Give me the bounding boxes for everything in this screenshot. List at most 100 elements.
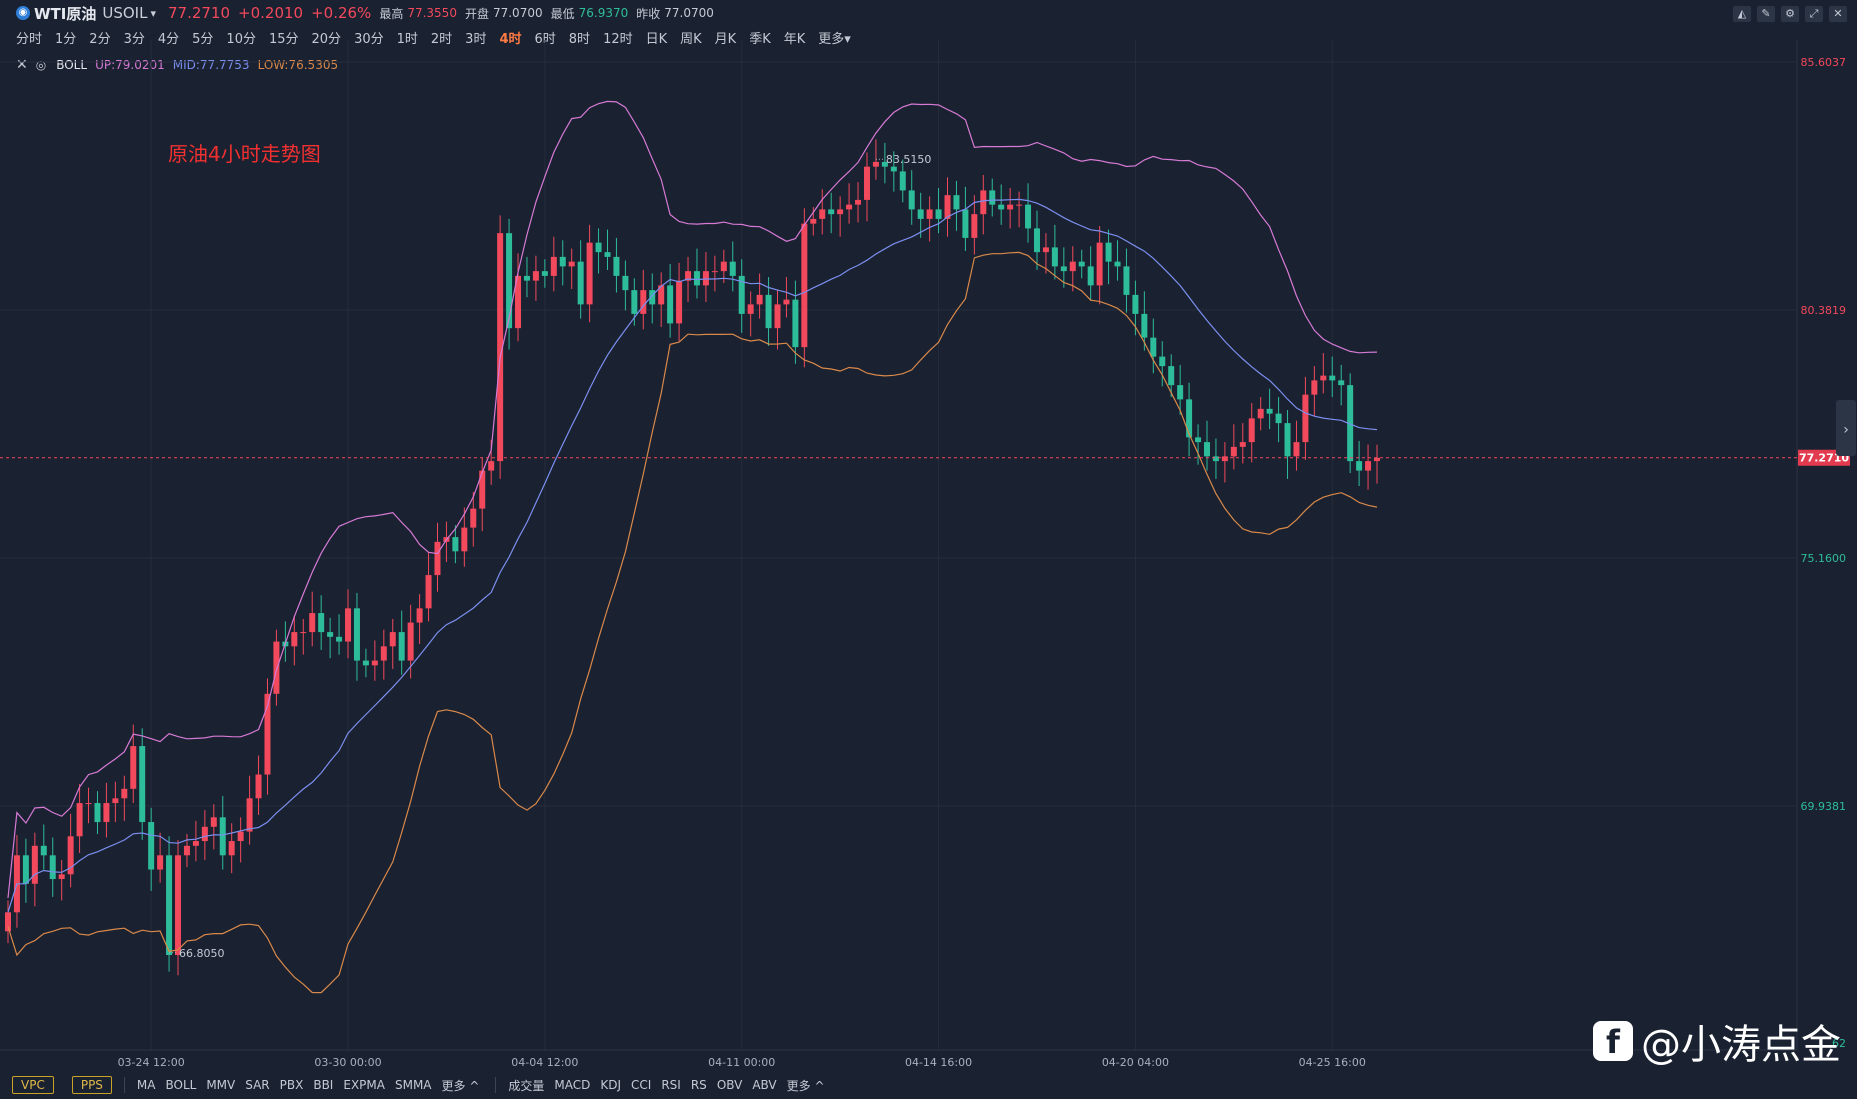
candle-body [1284, 423, 1291, 457]
facebook-logo-icon: f [1593, 1021, 1633, 1061]
oscillator-indicator-item[interactable]: RS [690, 1078, 707, 1092]
interval-tab[interactable]: 15分 [268, 32, 299, 47]
interval-tab[interactable]: 12时 [603, 32, 633, 47]
interval-tab[interactable]: 5分 [192, 32, 214, 47]
candle-body [380, 646, 387, 661]
interval-tabs: 分时 1分 2分 3分 4分 5分 10分 15分 20分 30分 1时 2时 3时 4时 6时 8时 12时日… [16, 28, 864, 48]
candle-body [94, 803, 101, 823]
x-tick-label: 03-30 00:00 [314, 1056, 381, 1069]
candle-body [31, 845, 38, 884]
interval-tab[interactable]: 周K [680, 32, 702, 47]
candle-body [1230, 446, 1237, 457]
badge-vpc[interactable]: VPC [12, 1076, 54, 1094]
badge-pps[interactable]: PPS [71, 1076, 112, 1094]
overlay-indicator-item[interactable]: BBI [313, 1078, 334, 1092]
overlay-indicator-item[interactable]: EXPMA [343, 1078, 385, 1092]
candle-body [1132, 294, 1139, 314]
candle-body [1186, 399, 1193, 438]
candle-body [855, 199, 862, 205]
interval-tab[interactable]: 6时 [534, 32, 556, 47]
interval-tab[interactable]: 3时 [465, 32, 487, 47]
symbol-name[interactable]: WTI原油 [34, 4, 97, 23]
overlay-indicator-item[interactable]: SAR [245, 1078, 270, 1092]
candle-body [792, 299, 799, 348]
prev-close-label: 昨收 [636, 6, 661, 21]
interval-tab[interactable]: 20分 [311, 32, 342, 47]
interval-tab[interactable]: 4分 [157, 32, 180, 47]
candle-body [300, 632, 307, 634]
interval-tab[interactable]: 1分 [55, 32, 77, 47]
interval-tab[interactable]: 8时 [568, 32, 591, 47]
candle-body [953, 195, 960, 210]
candle-body [801, 223, 808, 348]
chart-annotation: 原油4小时走势图 [168, 142, 321, 166]
symbol-code[interactable]: USOIL [102, 4, 148, 22]
candle-body [416, 608, 423, 623]
candle-body [470, 508, 477, 528]
candle-body [5, 912, 11, 932]
candle-body [183, 845, 190, 856]
candle-body [228, 841, 235, 856]
overlay-indicator-item[interactable]: PBX [279, 1078, 304, 1092]
oscillator-indicator-item[interactable]: 更多 ^ [786, 1078, 825, 1093]
candle-body [989, 190, 996, 205]
candle-body [711, 271, 718, 273]
candle-body [362, 660, 369, 666]
interval-tab[interactable]: 月K [714, 32, 737, 47]
overlay-indicator-item[interactable]: BOLL [165, 1078, 197, 1092]
price-change-pct: +0.26% [311, 4, 372, 22]
interval-tab[interactable]: 年K [783, 32, 806, 47]
candle-body [1329, 375, 1336, 381]
oscillator-indicator-item[interactable]: OBV [716, 1078, 743, 1092]
settings-icon[interactable]: ⚙ [1781, 6, 1799, 22]
candlestick-chart[interactable]: 77.2710 85.6037 80.3819 75.1600 69.9381 62 03-… [0, 0, 1857, 1071]
overlay-indicator-item[interactable]: MMV [206, 1078, 236, 1092]
oscillator-indicator-item[interactable]: KDJ [600, 1078, 622, 1092]
close-icon[interactable]: ✕ [1829, 6, 1847, 22]
overlay-indicator-item[interactable]: 更多 ^ [441, 1078, 480, 1093]
expand-icon[interactable]: ⤢ [1805, 6, 1823, 22]
candle-body [353, 608, 360, 661]
candle-body [550, 256, 557, 276]
candle-body [130, 746, 137, 789]
draw-pen-icon[interactable]: ✎ [1757, 6, 1775, 22]
interval-tab[interactable]: 更多▾ [818, 32, 851, 47]
oscillator-indicator-item[interactable]: 成交量 [508, 1078, 545, 1093]
boll-low-line [7, 251, 1378, 994]
candle-body [577, 261, 584, 305]
interval-tab[interactable]: 4时 [499, 32, 522, 47]
candle-body [676, 280, 683, 324]
oscillator-indicator-item[interactable]: ABV [752, 1078, 777, 1092]
interval-tab[interactable]: 2时 [430, 32, 453, 47]
oscillator-indicator-item[interactable]: RSI [661, 1078, 681, 1092]
interval-tab[interactable]: 日K [645, 32, 668, 47]
chart-type-icon[interactable]: ◭ [1733, 6, 1751, 22]
overlay-indicator-item[interactable]: MA [136, 1078, 156, 1092]
candle-body [846, 204, 853, 210]
interval-tab[interactable]: 30分 [354, 32, 384, 47]
oscillator-indicator-item[interactable]: MACD [554, 1078, 591, 1092]
remove-indicator-close-icon[interactable]: ✕ [16, 57, 28, 73]
candle-body [1293, 442, 1300, 457]
candle-body [765, 294, 772, 329]
candle-body [774, 304, 781, 329]
candle-body [166, 855, 173, 956]
x-tick-label: 04-14 16:00 [905, 1056, 972, 1069]
candle-body [1203, 442, 1210, 457]
interval-tab[interactable]: 1时 [396, 32, 418, 47]
overlay-indicator-item[interactable]: SMMA [394, 1078, 432, 1092]
divider [495, 1077, 497, 1093]
interval-tab[interactable]: 季K [749, 32, 771, 47]
interval-tab[interactable]: 10分 [226, 32, 256, 47]
candle-body [756, 294, 763, 305]
candle-body [49, 855, 56, 880]
candle-body [1302, 394, 1309, 443]
symbol-dropdown-chevron-down-icon[interactable]: ▾ [150, 6, 156, 20]
oscillator-indicator-item[interactable]: CCI [631, 1078, 652, 1092]
candle-body [541, 271, 548, 276]
interval-tab[interactable]: 分时 [16, 32, 43, 47]
interval-tab[interactable]: 2分 [89, 32, 111, 47]
interval-tab[interactable]: 3分 [123, 32, 145, 47]
indicator-visibility-eye-icon[interactable]: ◎ [35, 58, 47, 72]
candle-body [318, 613, 325, 633]
